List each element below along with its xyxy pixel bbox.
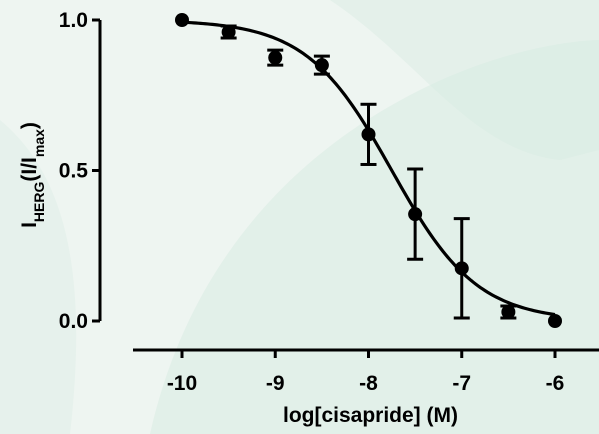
data-points: [175, 13, 562, 328]
data-point: [361, 127, 376, 142]
axis-labels: 0.0 0.5 1.0 -10 -9 -8 -7 -6 log[cisapride] (M) IH…: [18, 9, 564, 427]
x-axis-title: log[cisapride] (M): [283, 404, 458, 427]
data-point: [175, 13, 189, 27]
axes: [92, 18, 599, 358]
x-tick-label: -6: [546, 372, 565, 395]
y-tick-label: 0.5: [59, 160, 89, 183]
data-point: [314, 58, 329, 73]
data-point: [454, 261, 469, 276]
y-axis-title: IHERG(I/Imax): [18, 122, 47, 228]
data-point: [501, 304, 516, 319]
x-tick-label: -9: [266, 372, 285, 395]
watermark-shape: [330, 0, 599, 160]
y-tick-label: 1.0: [59, 9, 88, 32]
x-tick-label: -10: [167, 372, 197, 395]
data-point: [268, 50, 283, 65]
data-point: [408, 207, 423, 222]
x-tick-label: -7: [452, 372, 471, 395]
data-point: [221, 25, 236, 40]
x-tick-label: -8: [359, 372, 378, 395]
watermark-shape: [150, 40, 599, 434]
data-point: [548, 314, 562, 328]
watermark-shape: [0, 120, 77, 434]
y-tick-label: 0.0: [59, 310, 88, 333]
